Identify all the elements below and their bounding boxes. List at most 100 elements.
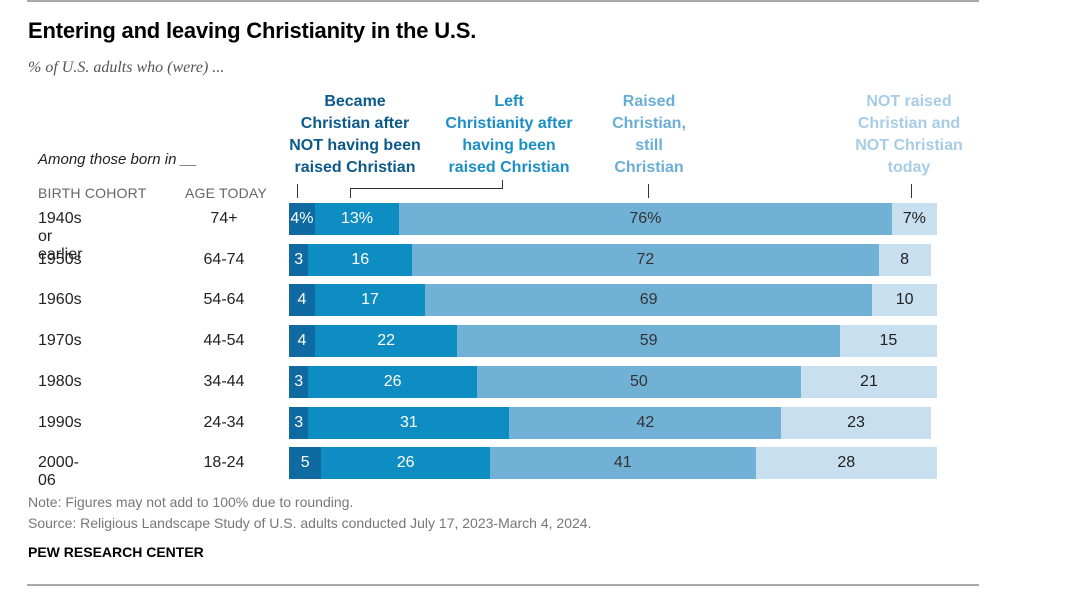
data-label-still: 41: [613, 454, 632, 471]
row-label-birth-cohort: 1980s: [38, 373, 82, 390]
leader-never: [911, 184, 912, 198]
bar-segment-still: [425, 284, 873, 316]
row-label-birth-cohort: 1950s: [38, 251, 82, 268]
legend-still: Raised Christian, still Christian: [594, 91, 704, 179]
bar-segment-became: [289, 203, 315, 235]
data-label-never: 10: [895, 291, 914, 308]
data-label-left: 13%: [341, 210, 374, 227]
bar-segment-left: [321, 447, 490, 479]
leader-left-bracket: [350, 188, 502, 189]
bar-segment-still: [489, 447, 756, 479]
legend-left-line: raised Christian: [448, 159, 570, 176]
age-today-header: AGE TODAY: [185, 185, 267, 201]
data-label-still: 50: [630, 373, 648, 390]
legend-became-line: Became: [324, 93, 386, 110]
row-label-age-today: 54-64: [203, 291, 245, 308]
data-label-never: 21: [860, 373, 878, 390]
chart-title: Entering and leaving Christianity in the…: [28, 18, 477, 43]
data-label-never: 23: [847, 414, 865, 431]
data-label-still: 69: [639, 291, 658, 308]
data-label-became: 4: [297, 332, 307, 349]
row-label-age-today: 64-74: [203, 251, 245, 268]
chart-note: Note: Figures may not add to 100% due to…: [28, 494, 354, 510]
birth-cohort-header: BIRTH COHORT: [38, 185, 147, 201]
legend-left: Left Christianity after having been rais…: [432, 91, 586, 179]
row-label-birth-cohort: 2000-06: [38, 454, 79, 489]
legend-became: Became Christian after NOT having been r…: [280, 91, 430, 179]
row-intro-label: Among those born in __: [38, 151, 198, 168]
row-label-birth-cohort: 1940s or earlier: [38, 210, 83, 263]
leader-left-rise: [502, 180, 503, 189]
bar-segment-left: [308, 407, 510, 439]
bar-segment-became: [289, 407, 309, 439]
data-label-still: 42: [636, 414, 655, 431]
legend-left-line: Left: [494, 93, 524, 110]
leader-left-drop: [350, 188, 351, 198]
data-label-left: 26: [383, 373, 402, 390]
data-label-never: 8: [900, 251, 910, 268]
data-label-became: 5: [300, 454, 310, 471]
legend-still-line: Raised: [622, 93, 676, 110]
bar-segment-left: [308, 244, 413, 276]
bar-segment-became: [289, 447, 322, 479]
data-label-left: 26: [396, 454, 415, 471]
leader-still: [648, 184, 649, 198]
chart-source: Source: Religious Landscape Study of U.S…: [28, 515, 592, 531]
row-label-birth-cohort: 1990s: [38, 414, 82, 431]
bar-segment-never: [891, 203, 937, 235]
bar-segment-still: [412, 244, 879, 276]
data-label-became: 3: [294, 373, 304, 390]
bar-segment-still: [399, 203, 892, 235]
data-label-became: 4: [297, 291, 307, 308]
legend-became-line: NOT having been: [289, 137, 421, 154]
bar-segment-became: [289, 366, 309, 398]
data-label-became: 4%: [290, 210, 314, 227]
row-label-age-today: 44-54: [203, 332, 245, 349]
legend-left-line: Christianity after: [445, 115, 573, 132]
data-label-became: 3: [294, 414, 304, 431]
bar-segment-never: [755, 447, 937, 479]
row-label-birth-cohort: 1960s: [38, 291, 82, 308]
data-label-left: 17: [361, 291, 379, 308]
bar-segment-never: [781, 407, 931, 439]
brand-label: PEW RESEARCH CENTER: [28, 544, 204, 560]
bar-segment-still: [509, 407, 782, 439]
bottom-rule: [27, 584, 979, 586]
data-label-never: 15: [879, 332, 898, 349]
bar-segment-never: [839, 325, 937, 357]
legend-never-line: NOT Christian: [855, 137, 963, 154]
data-label-never: 7%: [902, 210, 926, 227]
bar-segment-left: [314, 284, 426, 316]
legend-left-line: having been: [462, 137, 556, 154]
row-label-age-today: 24-34: [203, 414, 245, 431]
row-label-birth-cohort: 1970s: [38, 332, 82, 349]
legend-never-line: Christian and: [857, 115, 961, 132]
bar-segment-left: [308, 366, 477, 398]
bar-segment-left: [314, 325, 458, 357]
bar-segment-became: [289, 244, 309, 276]
row-label-age-today: 18-24: [203, 454, 245, 471]
legend-never: NOT raised Christian and NOT Christian t…: [840, 91, 978, 179]
bar-segment-left: [314, 203, 400, 235]
data-label-still: 76%: [629, 210, 662, 227]
bar-segment-never: [878, 244, 931, 276]
legend-still-line: Christian: [614, 159, 684, 176]
data-label-never: 28: [837, 454, 856, 471]
bar-segment-became: [289, 325, 315, 357]
legend-still-line: Christian,: [612, 115, 686, 132]
data-label-left: 22: [377, 332, 396, 349]
legend-became-line: raised Christian: [294, 159, 416, 176]
legend-still-line: still: [635, 137, 663, 154]
leader-became: [297, 184, 298, 198]
legend-became-line: Christian after: [300, 115, 410, 132]
row-label-age-today: 34-44: [203, 373, 245, 390]
data-label-left: 16: [351, 251, 370, 268]
data-label-left: 31: [399, 414, 418, 431]
bar-segment-never: [872, 284, 937, 316]
chart-subtitle: % of U.S. adults who (were) ...: [28, 59, 225, 76]
row-label-age-today: 74+: [210, 210, 238, 227]
data-label-became: 3: [294, 251, 304, 268]
legend-never-line: today: [887, 159, 931, 176]
data-label-still: 59: [639, 332, 658, 349]
top-rule: [27, 0, 979, 2]
